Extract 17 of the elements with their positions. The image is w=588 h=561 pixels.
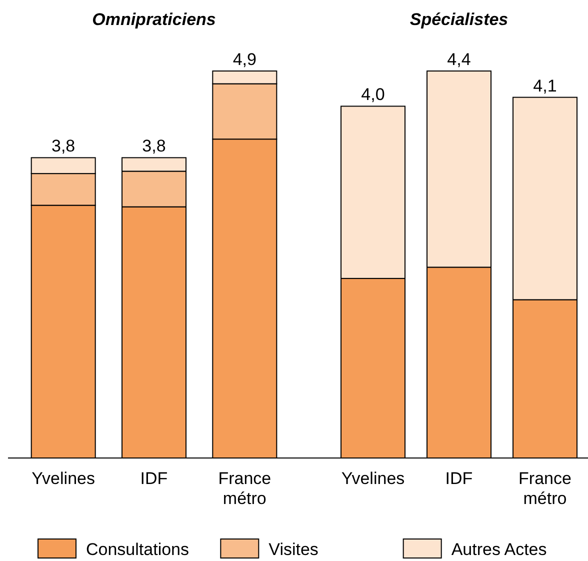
- legend-label: Autres Actes: [451, 540, 547, 559]
- x-tick-label: France métro: [518, 469, 572, 508]
- x-tick-label: Yvelines: [32, 469, 95, 488]
- x-tick-label: Yvelines: [341, 469, 405, 488]
- x-tick-label: IDF: [140, 469, 168, 488]
- annotation: 3,8: [142, 136, 166, 156]
- x-tick-label: France métro: [218, 469, 272, 508]
- annotation: 4,9: [232, 50, 256, 69]
- annotation: 4,1: [533, 76, 557, 96]
- legend-label: Consultations: [86, 540, 190, 559]
- annotation: 3,8: [52, 136, 76, 156]
- legend-label: Visites: [268, 540, 318, 559]
- x-tick-label: IDF: [445, 469, 473, 488]
- annotation: 4,0: [361, 85, 385, 104]
- chart-title: Omnipraticiens: [92, 10, 216, 29]
- chart-title: Spécialistes: [410, 10, 508, 29]
- annotation: 4,4: [447, 50, 471, 69]
